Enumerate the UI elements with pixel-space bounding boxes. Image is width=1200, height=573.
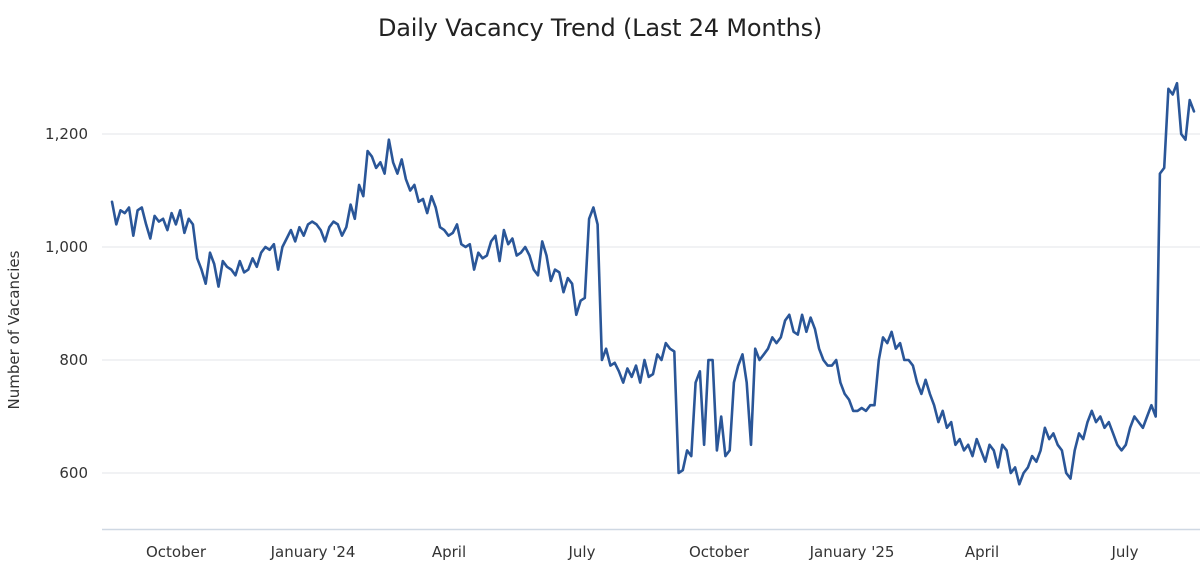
vacancy-line xyxy=(110,81,1196,486)
x-tick-label: April xyxy=(965,543,999,561)
y-tick-label: 800 xyxy=(59,351,88,369)
y-tick-label: 1,000 xyxy=(45,238,88,256)
y-tick-label: 600 xyxy=(59,464,88,482)
x-tick-label: July xyxy=(1111,543,1139,561)
y-tick-label: 1,200 xyxy=(45,125,88,143)
x-tick-label: October xyxy=(146,543,207,561)
gridlines xyxy=(102,133,1200,474)
x-tick-label: October xyxy=(689,543,750,561)
x-axis-ticks: October January '24 April July October Januar… xyxy=(146,543,1139,561)
chart-title: Daily Vacancy Trend (Last 24 Months) xyxy=(377,14,823,42)
x-tick-label: July xyxy=(568,543,596,561)
x-tick-label: January '24 xyxy=(270,543,356,561)
y-axis-ticks: 600 800 1,000 1,200 xyxy=(45,125,88,482)
x-tick-label: April xyxy=(432,543,466,561)
x-tick-label: January '25 xyxy=(809,543,895,561)
